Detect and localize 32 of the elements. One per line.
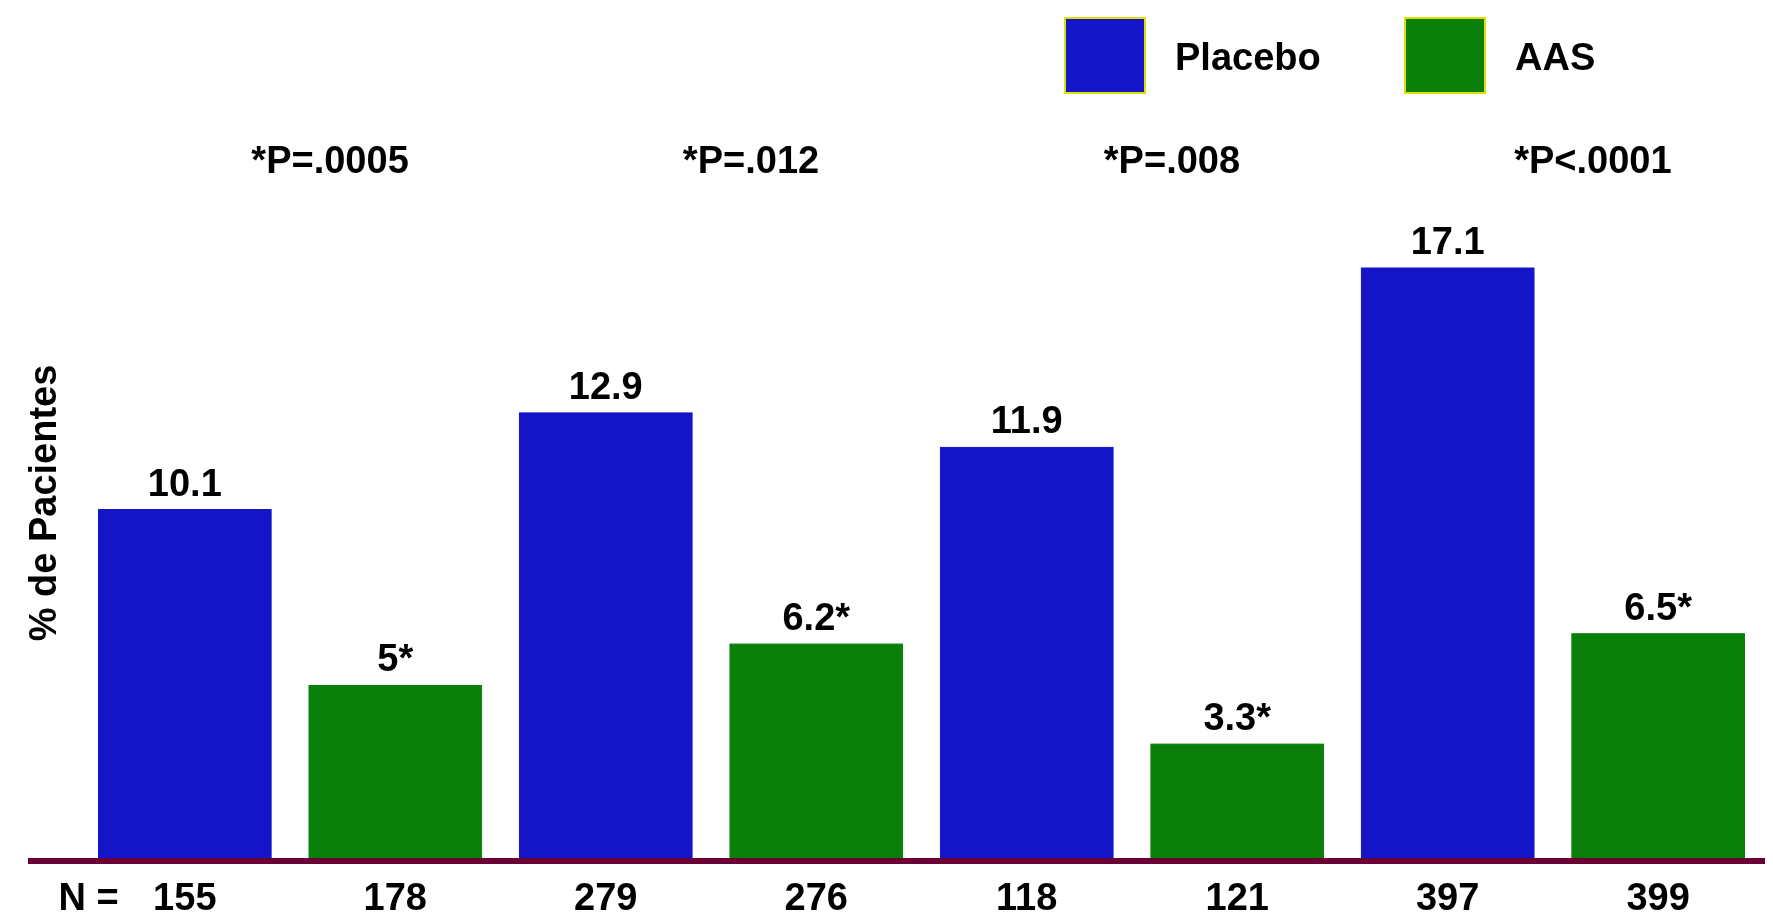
data-label: 10.1 <box>147 461 222 504</box>
bar <box>1150 743 1325 859</box>
text: *P<.0001 <box>1514 139 1672 181</box>
y-axis-title: % de Pacientes <box>22 364 64 642</box>
data-label: 6.2* <box>782 596 851 639</box>
text: *P=.008 <box>1103 139 1241 181</box>
x-tick-label: 279 <box>574 876 638 918</box>
x-tick-label: 276 <box>784 876 848 918</box>
bar <box>98 509 272 859</box>
data-label: 3.3* <box>1203 696 1272 739</box>
bar <box>1571 633 1745 859</box>
x-tick-label: 155 <box>153 876 217 918</box>
data-label: 6.5* <box>1624 585 1693 628</box>
text: *P=.012 <box>682 139 820 181</box>
x-tick-label: 118 <box>996 876 1058 918</box>
bar <box>308 684 483 859</box>
data-label: 5* <box>377 637 414 680</box>
data-label: 12.9 <box>568 364 643 407</box>
legend-label: AAS <box>1515 36 1596 78</box>
bar <box>939 446 1114 859</box>
x-axis-title: N = <box>58 876 119 918</box>
bar <box>518 412 693 859</box>
bar <box>1360 267 1535 859</box>
x-tick-label: 397 <box>1416 876 1480 918</box>
data-label: 11.9 <box>990 399 1063 442</box>
bar <box>729 643 904 859</box>
x-tick-label: 121 <box>1205 876 1269 918</box>
text: *P=.0005 <box>251 139 409 181</box>
x-tick-label: 178 <box>363 876 427 918</box>
data-label: 17.1 <box>1410 220 1485 262</box>
legend-label: Placebo <box>1175 36 1321 78</box>
x-tick-label: 399 <box>1626 876 1690 918</box>
